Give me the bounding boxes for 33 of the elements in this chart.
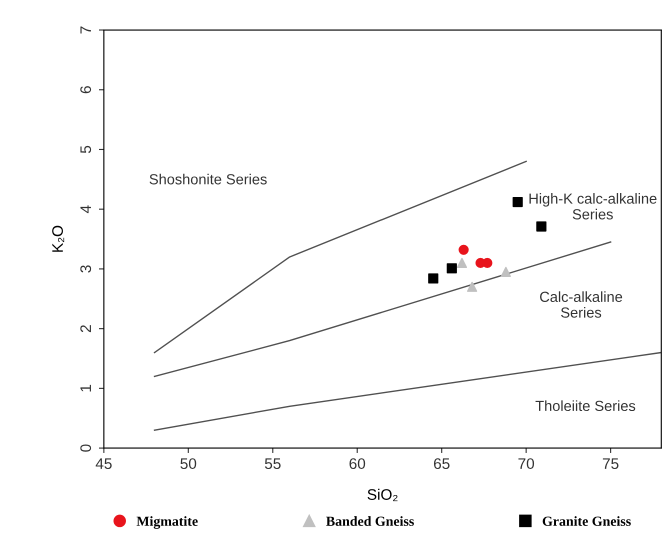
point	[482, 258, 492, 268]
y-tick-label: 4	[80, 205, 91, 214]
legend-label: Granite Gneiss	[542, 516, 631, 526]
point	[458, 244, 469, 255]
legend-label: Migmatite	[136, 516, 198, 529]
point	[512, 196, 523, 208]
y-axis-title: K₂O	[52, 226, 64, 252]
y-tick-label: 0	[80, 444, 92, 452]
x-tick-label: 70	[518, 458, 534, 470]
y-tick-label: 1	[80, 384, 91, 392]
point	[446, 263, 457, 274]
point	[536, 221, 546, 232]
y-tick-label: 5	[80, 146, 92, 154]
annotation: High-K calc-alkaline Series	[529, 193, 657, 220]
y-tick-label: 2	[80, 325, 91, 332]
point	[467, 282, 478, 292]
point	[500, 266, 511, 277]
x-tick-label: 50	[180, 458, 196, 470]
annotation: Tholeiite Series	[536, 400, 636, 412]
annotation: Shoshonite Series	[150, 174, 267, 184]
legend-label: Banded Gneiss	[326, 516, 414, 526]
x-tick-label: 60	[350, 458, 366, 470]
y-tick-label: 6	[80, 86, 92, 94]
y-tick-label: 3	[80, 265, 92, 273]
x-axis-title: SiO₂	[368, 488, 398, 502]
x-tick-label: 55	[264, 458, 281, 470]
point	[428, 273, 438, 284]
x-tick-label: 45	[96, 458, 112, 470]
annotation: Calc-alkaline Series	[540, 291, 622, 318]
x-tick-label: 75	[602, 458, 618, 470]
y-tick-label: 7	[80, 26, 91, 34]
x-tick-label: 65	[434, 458, 450, 470]
point	[456, 258, 468, 268]
